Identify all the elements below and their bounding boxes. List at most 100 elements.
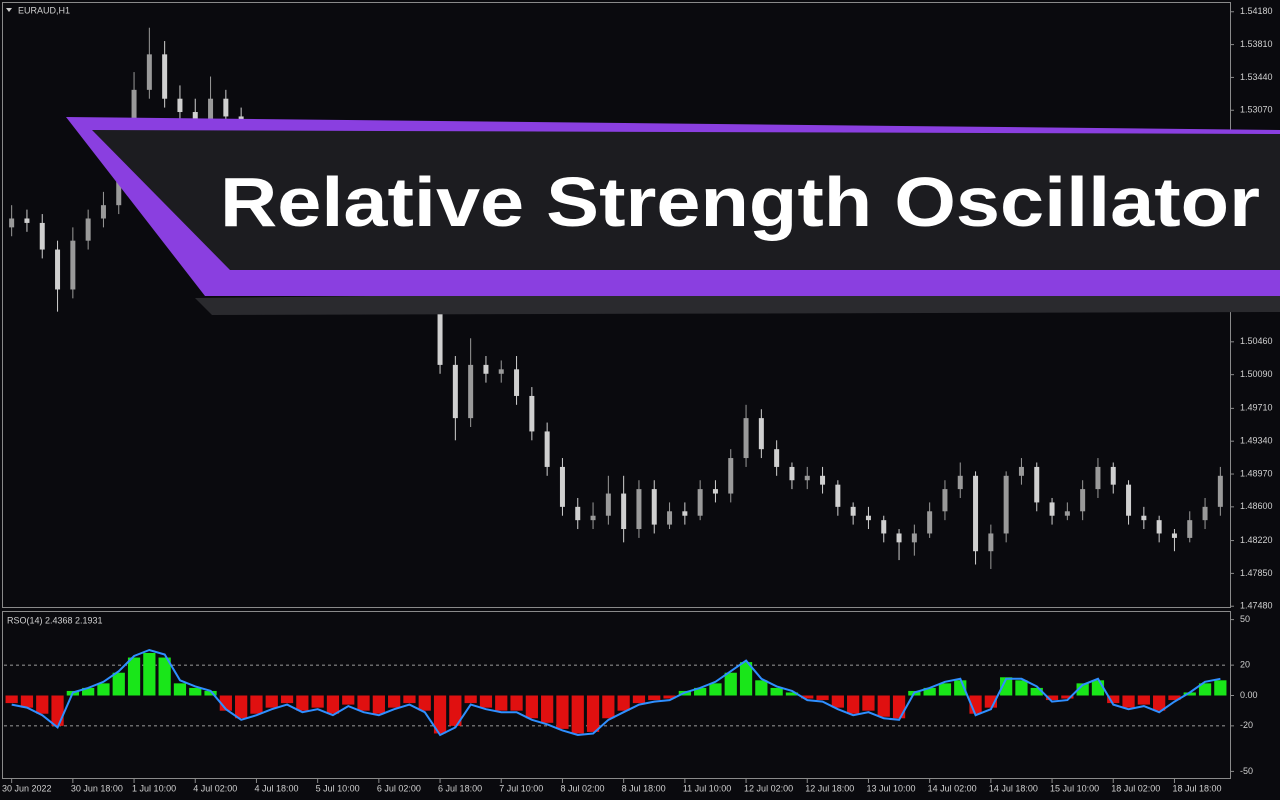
x-tick-label: 6 Jul 18:00 [438,783,482,793]
candle-body [514,369,520,396]
candle-body [1202,506,1208,521]
histogram-bar [235,695,248,719]
histogram-bar [112,672,125,696]
candle-body [1171,533,1177,538]
histogram-bar [785,692,799,696]
histogram-bar [755,680,768,696]
histogram-bar [847,695,860,714]
histogram-bar [1076,683,1089,696]
candle-body [85,218,91,241]
candle-body [1187,520,1193,538]
y-tick-label: 1.48220 [1240,535,1273,545]
histogram-bar [82,687,95,696]
candle-body [973,475,979,552]
histogram-bar [571,695,584,734]
candle-body [529,395,535,432]
y-tick-label: 1.47850 [1240,568,1273,578]
histogram-bar [280,695,294,704]
histogram-bar [663,695,676,699]
histogram-bar [51,695,64,726]
candle-body [758,418,764,450]
histogram-bar [739,662,753,696]
candle-body [957,475,963,490]
histogram-bar [1153,695,1166,711]
candle-body [146,54,152,90]
y-tick-label: 0.00 [1240,690,1258,700]
histogram-bar [892,695,906,719]
histogram-bar [1030,687,1043,696]
y-tick-label: 1.49710 [1240,403,1273,413]
x-tick-label: 5 Jul 10:00 [316,783,360,793]
histogram-bar [586,695,600,732]
y-tick-label: 1.48600 [1240,501,1273,511]
y-tick-label: -20 [1240,720,1253,730]
banner: Relative Strength Oscillator [66,117,1280,315]
candle-body [850,506,856,516]
histogram-bar [510,695,523,711]
plots: 1.541801.538101.534401.530701.508301.504… [2,6,1273,793]
histogram-bar [1000,677,1013,696]
histogram-bar [5,695,18,704]
histogram-bar [495,695,508,711]
x-tick-label: 12 Jul 18:00 [805,783,854,793]
histogram-bar [1107,695,1120,704]
candle-body [667,511,673,525]
histogram-bar [1045,695,1059,701]
histogram-bar [632,695,646,704]
histogram-bar [877,695,890,717]
candle-body [621,493,627,530]
histogram-bar [479,695,493,708]
histogram-bar [36,695,49,714]
histogram-bar [923,687,936,696]
histogram-bar [602,695,615,719]
candle-body [865,515,871,521]
histogram-bar [938,683,952,696]
candle-body [1080,489,1086,512]
candle-body [988,533,994,552]
y-tick-label: 1.49340 [1240,436,1273,446]
histogram-bar [1137,695,1150,705]
y-tick-label: 1.53070 [1240,105,1273,115]
y-tick-label: 1.48970 [1240,468,1273,478]
candle-body [1156,520,1162,534]
candle-body [1141,515,1147,521]
histogram-bar [449,695,462,726]
x-tick-label: 18 Jul 02:00 [1111,783,1160,793]
x-tick-label: 4 Jul 18:00 [254,783,298,793]
x-tick-label: 7 Jul 10:00 [499,783,543,793]
candle-body [452,364,458,419]
candle-body [1003,475,1009,534]
histogram-bar [694,687,707,696]
candle-body [697,489,703,516]
histogram-bar [372,695,385,714]
histogram-bar [20,695,34,708]
candle-body [223,98,229,117]
histogram-bar [204,690,217,696]
y-tick-label: 50 [1240,614,1250,624]
candle-body [55,249,61,290]
y-tick-label: 1.50090 [1240,369,1273,379]
y-tick-label: 1.50460 [1240,336,1273,346]
candle-body [835,484,841,507]
candle-body [789,466,795,481]
menu-arrow[interactable] [6,8,12,12]
histogram-bar [173,683,187,696]
histogram-bar [326,695,340,714]
candle-body [820,475,826,485]
candle-body [1126,484,1132,516]
x-tick-label: 8 Jul 18:00 [622,783,666,793]
x-tick-label: 18 Jul 18:00 [1172,783,1221,793]
histogram-bar [525,695,538,719]
candle-body [1034,466,1040,503]
candle-body [881,520,887,534]
candle-body [24,218,30,223]
candle-body [1018,466,1024,476]
candle-body [1217,475,1223,507]
histogram-bar [1015,680,1028,696]
histogram-bar [1122,695,1135,708]
candle-body [468,364,474,419]
histogram-bar [1214,680,1227,696]
candle-body [804,475,810,481]
